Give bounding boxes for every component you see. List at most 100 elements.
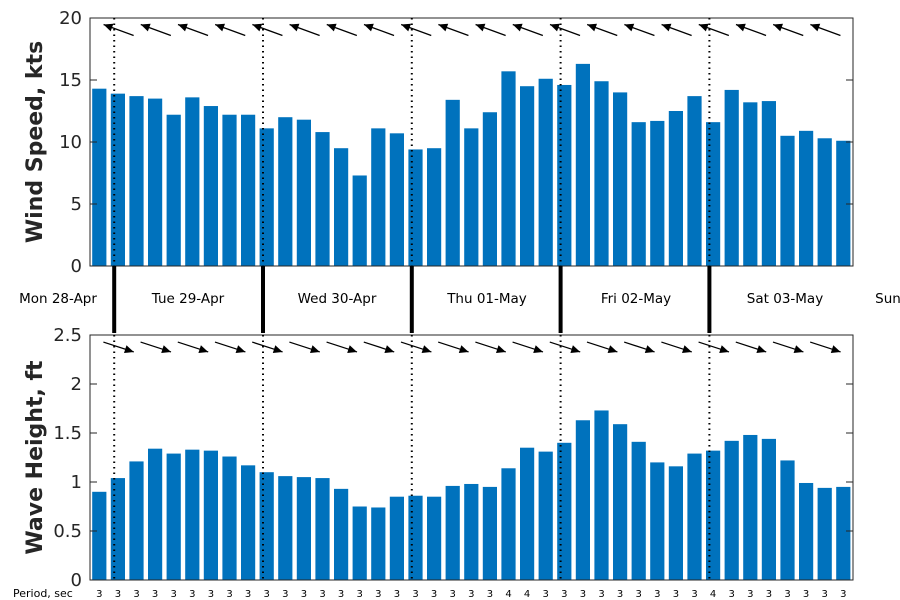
period-value: 3: [691, 589, 697, 600]
wind-bar: [148, 98, 163, 266]
arrow-head: [570, 345, 581, 354]
period-value: 4: [524, 589, 530, 600]
period-value: 3: [654, 589, 660, 600]
wave-bar: [668, 466, 683, 580]
arrow-head: [682, 345, 692, 354]
wind-bar: [594, 81, 609, 267]
y-tick-label: 0: [71, 570, 82, 591]
y-tick-label: 0.5: [53, 521, 82, 542]
arrow-icon: [624, 23, 655, 37]
y-tick-label: 1.5: [53, 423, 82, 444]
wind-bar: [464, 128, 479, 266]
wave-bar: [241, 465, 256, 580]
wave-bar: [743, 434, 758, 580]
wave-bar: [836, 486, 851, 580]
arrow-icon: [698, 341, 730, 354]
period-value: 3: [617, 589, 623, 600]
wave-bar: [445, 485, 460, 580]
period-value: 3: [468, 589, 474, 600]
wave-bar: [613, 424, 628, 580]
arrow-icon: [475, 23, 506, 37]
arrow-icon: [326, 23, 358, 37]
arrow-icon: [103, 23, 134, 37]
arrow-head: [830, 345, 841, 354]
period-value: 3: [673, 589, 679, 600]
wind-bar: [687, 96, 702, 267]
wind-bar: [520, 86, 535, 266]
wind-bar: [743, 102, 758, 266]
wind-bar: [166, 114, 181, 266]
wind-bar: [482, 112, 497, 267]
wind-bar: [408, 149, 423, 266]
period-value: 4: [710, 589, 716, 600]
wind-bar: [185, 97, 200, 266]
wind-bar: [817, 138, 832, 266]
wave-bar: [185, 449, 200, 580]
period-value: 3: [133, 589, 139, 600]
arrow-icon: [400, 23, 432, 37]
period-value: 3: [840, 589, 846, 600]
arrow-head: [533, 345, 544, 354]
period-value: 3: [450, 589, 456, 600]
arrow-icon: [586, 341, 618, 354]
wave-bar: [631, 441, 646, 580]
arrow-head: [235, 345, 246, 354]
wave-bar: [203, 450, 218, 580]
arrow-icon: [400, 341, 432, 354]
arrow-head: [161, 345, 172, 354]
wave-bar: [148, 448, 163, 580]
wind-bar: [445, 99, 460, 266]
wind-bar: [389, 133, 404, 266]
period-value: 3: [264, 589, 270, 600]
arrow-icon: [177, 23, 209, 37]
period-value: 3: [189, 589, 195, 600]
wind-bar: [222, 114, 237, 266]
arrow-icon: [326, 341, 358, 354]
wave-bar: [482, 486, 497, 580]
wind-bar: [650, 120, 665, 266]
wave-bar: [799, 482, 814, 580]
arrow-icon: [623, 341, 655, 354]
wind-speed-axis-label: Wind Speed, kts: [23, 41, 48, 243]
arrow-head: [756, 345, 767, 354]
arrow-head: [810, 23, 821, 32]
wave-bar: [575, 420, 590, 580]
arrow-head: [124, 345, 134, 354]
wave-bar: [538, 451, 553, 580]
arrow-icon: [251, 341, 283, 354]
wind-bar: [315, 132, 330, 266]
wind-bar: [427, 148, 442, 266]
arrow-head: [289, 23, 300, 32]
arrow-head: [512, 23, 523, 32]
arrow-head: [644, 345, 655, 354]
arrow-icon: [140, 23, 172, 37]
day-label: Fri 02-May: [601, 291, 671, 307]
arrow-head: [347, 345, 358, 354]
period-value: 3: [561, 589, 567, 600]
wind-bar: [259, 128, 274, 266]
y-tick-label: 1: [71, 472, 82, 493]
arrow-head: [401, 23, 412, 32]
wind-bar: [761, 101, 776, 266]
wave-bar: [408, 495, 423, 580]
arrow-icon: [140, 341, 172, 354]
wave-bar: [594, 410, 609, 580]
wind-bar: [575, 63, 590, 266]
period-value: 3: [487, 589, 493, 600]
period-value: 3: [282, 589, 288, 600]
y-tick-label: 0: [71, 256, 82, 277]
arrow-head: [438, 23, 449, 32]
wave-bar: [706, 450, 721, 580]
wind-bar: [296, 119, 311, 267]
arrow-head: [140, 23, 151, 32]
wave-bar: [92, 491, 107, 580]
arrow-head: [421, 345, 432, 354]
wind-bar: [334, 148, 349, 266]
wind-bar: [668, 111, 683, 266]
wave-bar: [259, 472, 274, 580]
arrow-icon: [475, 341, 507, 354]
arrow-icon: [735, 23, 767, 37]
period-value: 3: [598, 589, 604, 600]
wave-bar: [296, 477, 311, 580]
